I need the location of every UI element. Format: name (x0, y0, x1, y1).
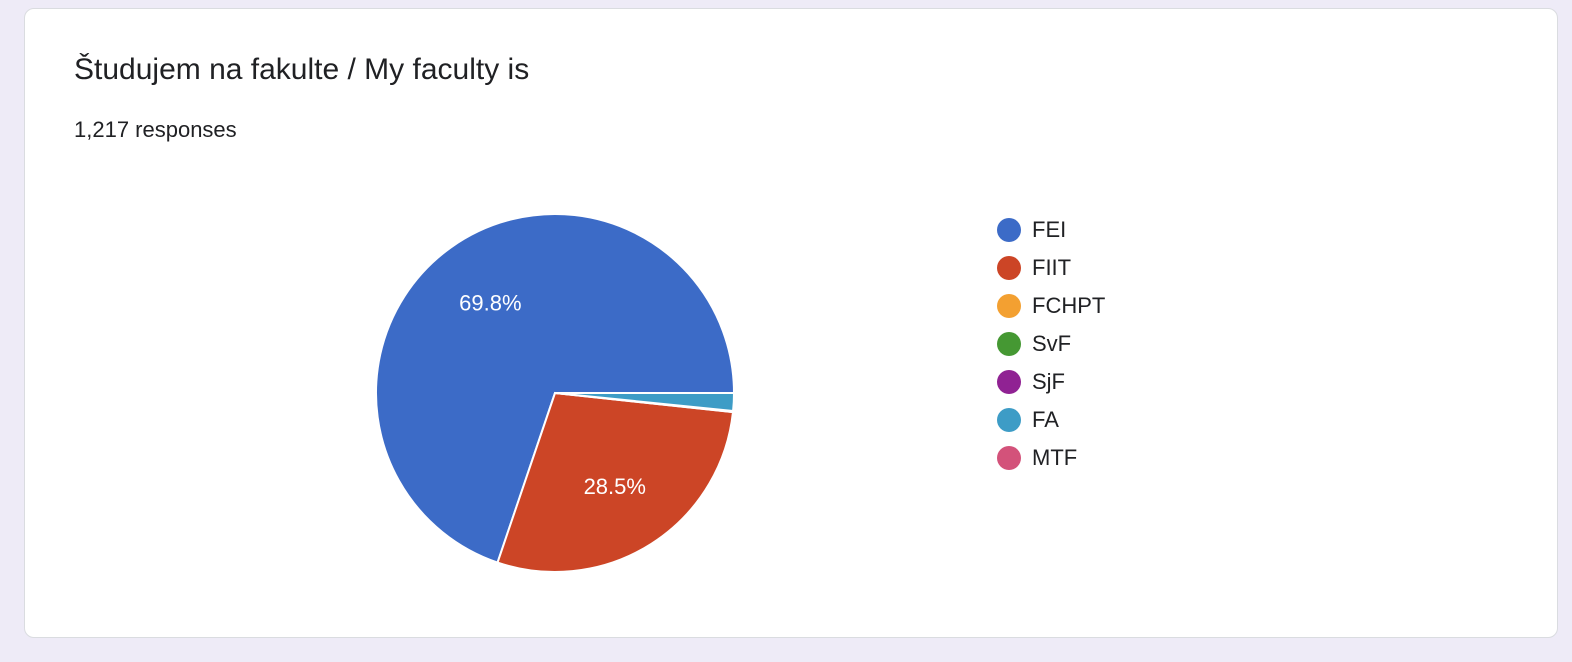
legend-item-fei[interactable]: FEI (997, 211, 1105, 249)
chart-title: Študujem na fakulte / My faculty is (74, 53, 530, 86)
pie-slice-fei[interactable] (375, 213, 736, 564)
legend-swatch-fei (997, 218, 1021, 242)
legend-item-svf[interactable]: SvF (997, 325, 1105, 363)
legend-item-fchpt[interactable]: FCHPT (997, 287, 1105, 325)
legend-label-fa: FA (1032, 407, 1059, 432)
response-count: 1,217 responses (74, 117, 237, 142)
legend-label-fchpt: FCHPT (1032, 293, 1106, 318)
slice-label-fei: 69.8% (459, 290, 521, 315)
chart-card: Študujem na fakulte / My faculty is 1,21… (24, 8, 1558, 638)
legend-swatch-fa (997, 408, 1021, 432)
pie-chart: 69.8% 28.5% (375, 213, 736, 573)
legend-label-fiit: FIIT (1032, 255, 1072, 280)
legend-swatch-fiit (997, 256, 1021, 280)
legend-swatch-mtf (997, 446, 1021, 470)
legend-label-svf: SvF (1032, 331, 1072, 356)
pie-slice-fa[interactable] (554, 392, 736, 413)
legend-label-sjf: SjF (1032, 369, 1065, 394)
legend-swatch-fchpt (997, 294, 1021, 318)
pie-slice-fiit[interactable] (496, 391, 735, 573)
legend-item-fiit[interactable]: FIIT (997, 249, 1105, 287)
legend-swatch-sjf (997, 370, 1021, 394)
legend-label-fei: FEI (1032, 217, 1067, 242)
legend-item-sjf[interactable]: SjF (997, 363, 1105, 401)
chart-legend: FEI FIIT FCHPT SvF SjF FA MTF (997, 211, 1105, 477)
legend-swatch-svf (997, 332, 1021, 356)
legend-item-mtf[interactable]: MTF (997, 439, 1105, 477)
slice-label-fiit: 28.5% (584, 474, 646, 499)
legend-item-fa[interactable]: FA (997, 401, 1105, 439)
legend-label-mtf: MTF (1032, 445, 1078, 470)
